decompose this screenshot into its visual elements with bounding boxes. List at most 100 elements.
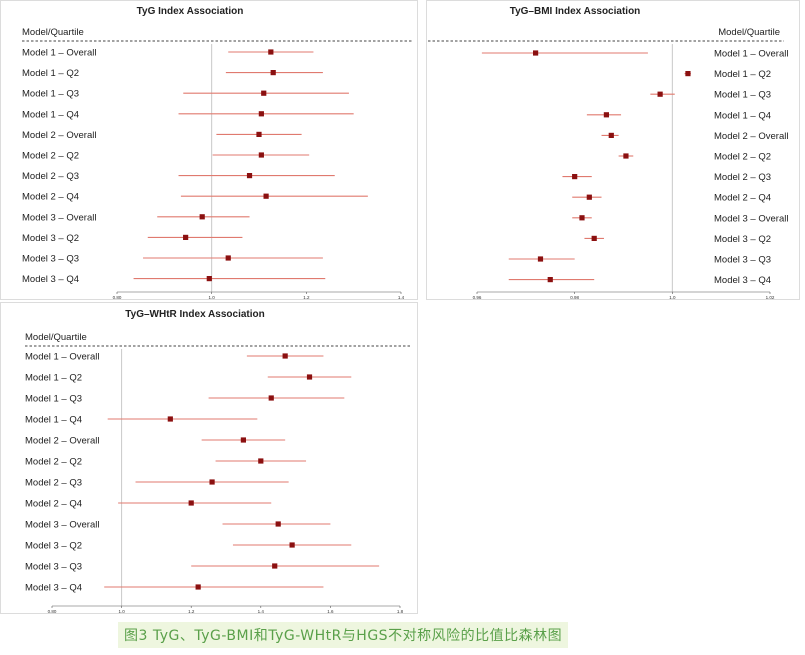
- odds-ratio-point: [199, 214, 205, 220]
- row-label: Model 1 – Overall: [714, 49, 788, 60]
- odds-ratio-point: [537, 256, 544, 262]
- odds-ratio-point: [225, 255, 231, 261]
- x-tick-label: 1.8: [397, 609, 404, 614]
- row-label: Model 2 – Q2: [714, 152, 771, 163]
- figure-caption-box: 图3 TyG、TyG-BMI和TyG-WHtR与HGS不对称风险的比值比森林图: [118, 622, 569, 648]
- row-label: Model 1 – Q2: [25, 373, 82, 384]
- odds-ratio-point: [270, 70, 276, 76]
- row-label: Model 2 – Q3: [714, 172, 771, 183]
- odds-ratio-point: [547, 277, 553, 283]
- odds-ratio-point: [258, 152, 264, 158]
- row-label: Model 3 – Overall: [714, 213, 788, 224]
- row-label: Model 2 – Q4: [22, 192, 79, 203]
- panel-frame: [426, 0, 800, 300]
- odds-ratio-point: [195, 584, 201, 590]
- row-label: Model 1 – Q4: [22, 109, 79, 120]
- odds-ratio-point: [256, 131, 262, 137]
- odds-ratio-point: [183, 234, 189, 240]
- chart-title: TyG–WHtR Index Association: [125, 309, 264, 320]
- row-label: Model 3 – Q3: [22, 254, 79, 265]
- odds-ratio-point: [206, 276, 212, 282]
- row-label: Model 1 – Q3: [25, 394, 82, 405]
- row-label: Model 3 – Q2: [25, 541, 82, 552]
- x-tick-label: 1.6: [327, 609, 334, 614]
- row-label: Model 3 – Q4: [25, 583, 82, 594]
- odds-ratio-point: [268, 395, 274, 401]
- row-label: Model 2 – Q2: [22, 151, 79, 162]
- odds-ratio-point: [188, 500, 194, 506]
- row-label: Model 1 – Overall: [25, 352, 99, 363]
- row-label: Model 2 – Q3: [25, 478, 82, 489]
- odds-ratio-point: [258, 458, 264, 464]
- x-tick-label: 1.2: [188, 609, 195, 614]
- odds-ratio-point: [591, 235, 597, 241]
- row-label: Model 3 – Q2: [22, 233, 79, 244]
- figure-caption: 图3 TyG、TyG-BMI和TyG-WHtR与HGS不对称风险的比值比森林图: [124, 628, 563, 644]
- row-label: Model 2 – Q4: [25, 499, 82, 510]
- odds-ratio-point: [586, 194, 592, 200]
- x-tick-label: 0.96: [473, 295, 482, 300]
- panel-frame: [0, 302, 418, 614]
- row-label: Model 3 – Overall: [22, 212, 96, 223]
- x-tick-label: 0.98: [570, 295, 579, 300]
- row-label: Model 2 – Overall: [22, 130, 96, 141]
- odds-ratio-point: [603, 112, 610, 118]
- x-tick-label: 1.2: [303, 295, 310, 300]
- odds-ratio-point: [258, 111, 264, 117]
- odds-ratio-point: [272, 563, 278, 569]
- row-label: Model 1 – Q4: [25, 415, 82, 426]
- row-label: Model 1 – Q3: [714, 90, 771, 101]
- odds-ratio-point: [657, 91, 663, 97]
- row-label: Model 2 – Q2: [25, 457, 82, 468]
- x-tick-label: 0.80: [48, 609, 57, 614]
- odds-ratio-point: [246, 173, 253, 179]
- column-header: Model/Quartile: [22, 27, 84, 38]
- chart-title: TyG Index Association: [137, 6, 244, 17]
- odds-ratio-point: [209, 479, 215, 485]
- column-header: Model/Quartile: [718, 27, 780, 38]
- odds-ratio-point: [533, 50, 539, 56]
- row-label: Model 1 – Q2: [714, 69, 771, 80]
- odds-ratio-point: [608, 132, 614, 138]
- odds-ratio-point: [289, 542, 295, 548]
- odds-ratio-point: [579, 215, 585, 221]
- x-tick-label: 1.4: [258, 609, 265, 614]
- odds-ratio-point: [275, 521, 281, 527]
- x-tick-label: 1.0: [669, 295, 676, 300]
- row-label: Model 2 – Q3: [22, 171, 79, 182]
- row-label: Model 1 – Overall: [22, 48, 96, 59]
- odds-ratio-point: [263, 193, 269, 199]
- x-tick-label: 0.80: [113, 295, 122, 300]
- tyg-forest-panel: TyG Index Association Model/Quartile 0.80…: [0, 0, 420, 305]
- row-label: Model 3 – Q2: [714, 234, 771, 245]
- x-tick-label: 1.0: [209, 295, 216, 300]
- odds-ratio-point: [623, 153, 629, 159]
- x-tick-label: 1.4: [398, 295, 405, 300]
- row-label: Model 2 – Overall: [714, 131, 788, 142]
- row-label: Model 2 – Overall: [25, 436, 99, 447]
- odds-ratio-point: [167, 416, 173, 422]
- row-label: Model 3 – Q4: [714, 275, 771, 286]
- odds-ratio-point: [685, 71, 691, 77]
- row-label: Model 1 – Q4: [714, 110, 771, 121]
- odds-ratio-point: [261, 90, 267, 96]
- row-label: Model 1 – Q2: [22, 68, 79, 79]
- row-label: Model 2 – Q4: [714, 193, 771, 204]
- tyg-forest-svg: TyG Index Association Model/Quartile 0.80…: [0, 0, 418, 300]
- row-label: Model 3 – Q3: [714, 255, 771, 266]
- x-tick-label: 1.0: [118, 609, 125, 614]
- tyg-bmi-forest-panel: TyG–BMI Index Association Model/Quartile…: [422, 0, 805, 305]
- odds-ratio-point: [306, 374, 313, 380]
- row-label: Model 3 – Q3: [25, 562, 82, 573]
- row-label: Model 3 – Overall: [25, 520, 99, 531]
- odds-ratio-point: [572, 174, 578, 180]
- row-label: Model 1 – Q3: [22, 89, 79, 100]
- panel-frame: [0, 0, 418, 300]
- chart-title: TyG–BMI Index Association: [510, 6, 641, 17]
- x-tick-label: 1.02: [766, 295, 775, 300]
- tyg-whtr-forest-svg: TyG–WHtR Index Association Model/Quartil…: [0, 302, 418, 614]
- odds-ratio-point: [282, 353, 288, 359]
- column-header: Model/Quartile: [25, 332, 87, 343]
- tyg-bmi-forest-svg: TyG–BMI Index Association Model/Quartile…: [426, 0, 800, 300]
- tyg-whtr-forest-panel: TyG–WHtR Index Association Model/Quartil…: [0, 302, 420, 616]
